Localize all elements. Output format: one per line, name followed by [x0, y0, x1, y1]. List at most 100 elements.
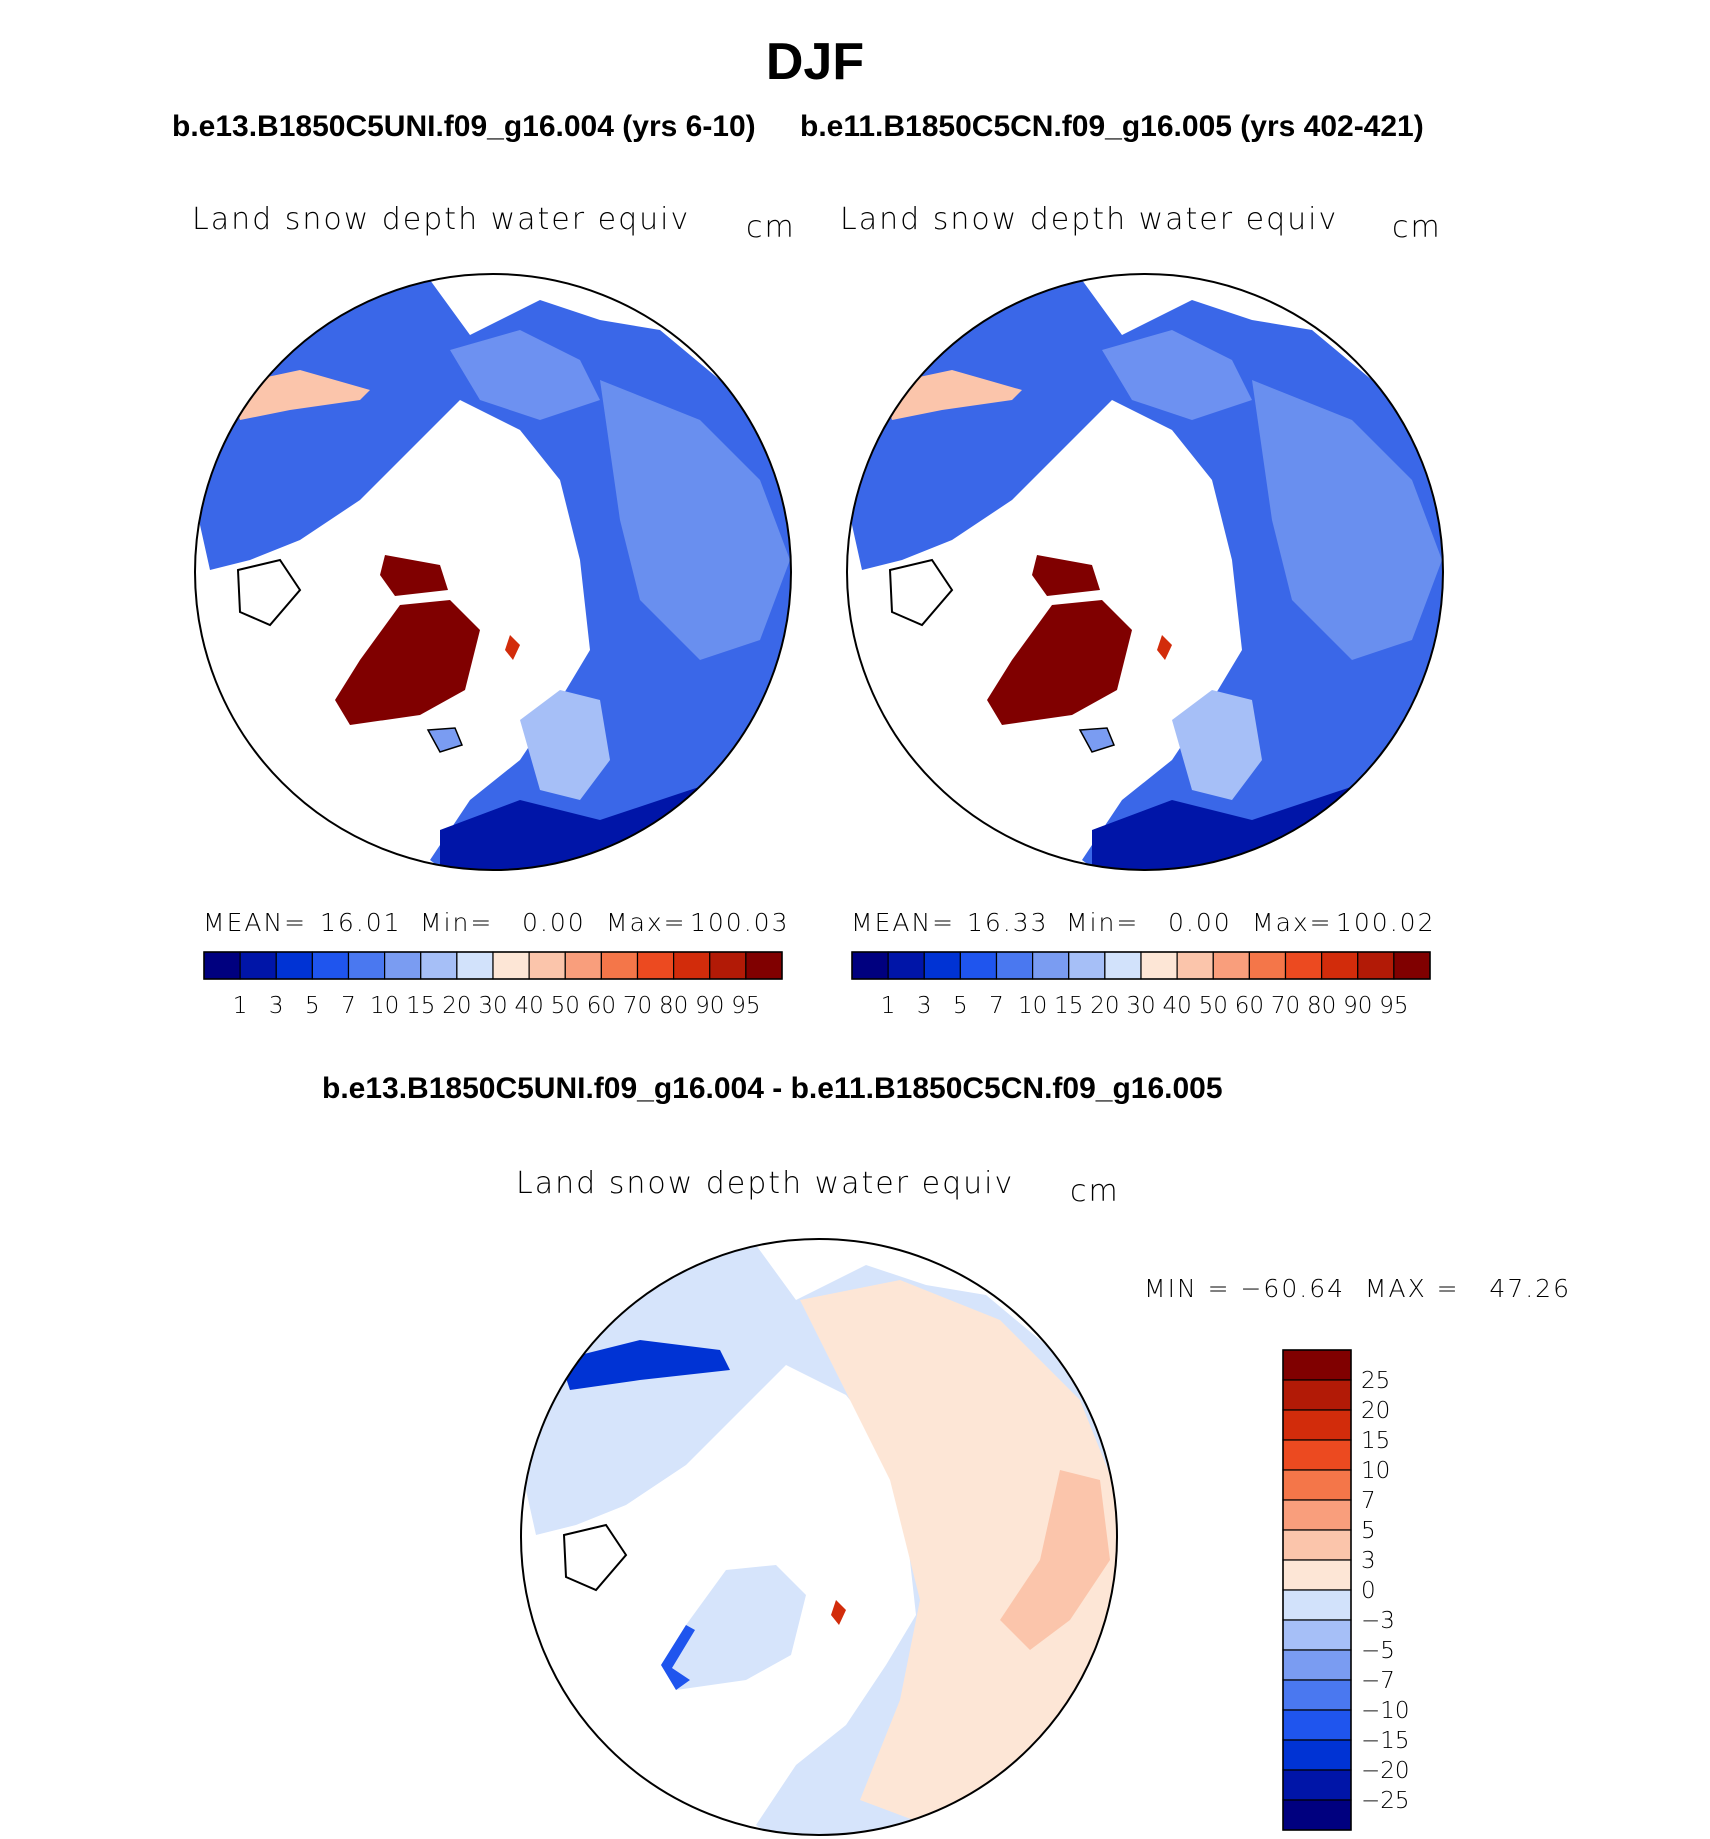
- panel1-colorbar-tick-label: 1: [233, 993, 248, 1019]
- difference-variable: Land snow depth water equiv: [516, 1166, 1015, 1201]
- panel2-colorbar-tick-label: 95: [1379, 993, 1408, 1019]
- panel2-max: 100.02: [1336, 908, 1436, 937]
- panel2-hudson-bay: [888, 558, 954, 627]
- panel1-colorbar-tick-label: 7: [341, 993, 356, 1019]
- difference-colorbar-swatch: [1282, 1469, 1352, 1501]
- difference-colorbar-swatch: [1282, 1769, 1352, 1801]
- difference-colorbar-swatch: [1282, 1709, 1352, 1741]
- panel2-europe-lighter: [1252, 380, 1442, 660]
- difference-colorbar-swatch: [1282, 1409, 1352, 1441]
- panel1-colorbar-swatch: [673, 951, 711, 980]
- panel1-colorbar-tick-label: 20: [442, 993, 471, 1019]
- panel1-europe-lighter: [600, 380, 790, 660]
- panel2-svalbard: [1157, 635, 1172, 660]
- difference-colorbar-tick-label: −25: [1361, 1788, 1410, 1814]
- difference-colorbar-swatch: [1282, 1349, 1352, 1381]
- panel1-colorbar-swatch: [275, 951, 313, 980]
- panel1-case-label: b.e13.B1850C5UNI.f09_g16.004 (yrs 6-10): [172, 110, 756, 143]
- panel1-colorbar-swatch: [347, 951, 386, 980]
- panel2-iceland: [1078, 727, 1116, 753]
- panel1-colorbar-swatch: [600, 951, 639, 980]
- difference-colorbar-swatch: [1282, 1649, 1352, 1681]
- panel2-alaska-coast: [882, 370, 1022, 420]
- difference-colorbar-swatch: [1282, 1559, 1352, 1591]
- difference-colorbar-swatch: [1282, 1589, 1352, 1621]
- panel2-colorbar-swatch: [1176, 951, 1214, 980]
- panel1-colorbar-swatch: [239, 951, 277, 980]
- panel2-colorbar-tick-label: 10: [1018, 993, 1047, 1019]
- difference-colorbar-tick-label: 0: [1361, 1578, 1376, 1604]
- panel2-colorbar-swatch: [1248, 951, 1287, 980]
- panel2-min: 0.00: [1168, 908, 1232, 937]
- panel1-colorbar-swatch: [745, 951, 783, 980]
- panel1-max: 100.03: [690, 908, 790, 937]
- difference-hudson-bay: [562, 1523, 628, 1592]
- panel1-greenland: [335, 600, 480, 725]
- panel2-colorbar-tick-label: 60: [1235, 993, 1264, 1019]
- panel2-colorbar-swatch: [1032, 951, 1070, 980]
- panel1-colorbar-tick-label: 80: [659, 993, 688, 1019]
- difference-colorbar-swatch: [1282, 1619, 1352, 1651]
- panel2-greenland: [987, 600, 1132, 725]
- difference-colorbar-tick-label: 10: [1361, 1458, 1390, 1484]
- panel2-min-label: Min=: [1066, 908, 1140, 937]
- panel2-mean: 16.33: [967, 908, 1049, 937]
- panel1-ellesmere: [380, 555, 448, 596]
- panel1-mean: 16.01: [320, 908, 402, 937]
- panel1-colorbar: 1 3 5 7 10 15 20 30 40 50 60 70 80 90 95: [203, 951, 783, 1019]
- panel2-case-label: b.e11.B1850C5CN.f09_g16.005 (yrs 402-421…: [800, 110, 1424, 143]
- panel1-colorbar-tick-label: 70: [623, 993, 652, 1019]
- panel1-colorbar-tick-label: 40: [514, 993, 543, 1019]
- panel2-colorbar-swatch: [1284, 951, 1323, 980]
- panel2-colorbar: 1 3 5 7 10 15 20 30 40 50 60 70 80 90 95: [851, 951, 1431, 1019]
- panel2-map: [847, 274, 1443, 870]
- panel2-colorbar-tick-label: 7: [989, 993, 1004, 1019]
- panel1-colorbar-tick-label: 15: [406, 993, 435, 1019]
- panel2-colorbar-tick-label: 70: [1271, 993, 1300, 1019]
- panel2-colorbar-swatch: [1393, 951, 1431, 980]
- panel1-colorbar-swatch: [311, 951, 350, 980]
- difference-colorbar-swatch: [1282, 1799, 1352, 1831]
- panel2-ellesmere: [1032, 555, 1100, 596]
- panel2-colorbar-swatch: [1212, 951, 1250, 980]
- difference-colorbar-tick-label: −7: [1361, 1668, 1395, 1694]
- difference-colorbar-tick-label: −5: [1361, 1638, 1395, 1664]
- panel2-colorbar-swatch: [1104, 951, 1142, 980]
- panel2-colorbar-tick-label: 40: [1162, 993, 1191, 1019]
- panel2-colorbar-tick-label: 90: [1343, 993, 1372, 1019]
- panel1-colorbar-tick-label: 95: [731, 993, 760, 1019]
- panel1-colorbar-swatch: [636, 951, 675, 980]
- panel1-map-border: [194, 273, 792, 871]
- difference-colorbar-tick-label: −3: [1361, 1608, 1395, 1634]
- panel1-variable: Land snow depth water equiv: [192, 202, 691, 237]
- panel1-colorbar-swatch: [420, 951, 458, 980]
- panel1-colorbar-tick-label: 3: [269, 993, 284, 1019]
- panel2-colorbar-swatch: [1140, 951, 1178, 980]
- difference-colorbar-swatch: [1282, 1439, 1352, 1471]
- panel1-max-label: Max=: [606, 908, 687, 937]
- difference-case-label: b.e13.B1850C5UNI.f09_g16.004 - b.e11.B18…: [322, 1072, 1223, 1105]
- difference-colorbar-swatch: [1282, 1379, 1352, 1411]
- difference-colorbar-tick-label: 25: [1361, 1368, 1390, 1394]
- panel1-colorbar-swatch: [456, 951, 494, 980]
- difference-units: cm: [1070, 1174, 1120, 1209]
- panel1-colorbar-swatch: [709, 951, 747, 980]
- panel1-colorbar-swatch: [528, 951, 566, 980]
- difference-colorbar-tick-label: −20: [1361, 1758, 1410, 1784]
- panel1-hudson-bay: [236, 558, 302, 627]
- panel2-scandinavia: [1172, 690, 1262, 800]
- difference-colorbar-tick-label: 15: [1361, 1428, 1390, 1454]
- panel1-colorbar-swatch: [564, 951, 602, 980]
- difference-colorbar-tick-label: 3: [1361, 1548, 1376, 1574]
- panel2-colorbar-tick-label: 30: [1126, 993, 1155, 1019]
- panel1-colorbar-tick-label: 30: [478, 993, 507, 1019]
- difference-alaska-negative: [560, 1340, 730, 1390]
- panel2-siberia-coast: [1102, 330, 1252, 420]
- panel2-colorbar-swatch: [995, 951, 1034, 980]
- difference-greenland: [661, 1565, 806, 1690]
- panel1-colorbar-tick-label: 5: [305, 993, 320, 1019]
- panel1-iceland: [426, 727, 464, 753]
- panel1-alaska-coast: [230, 370, 370, 420]
- difference-colorbar-tick-label: −15: [1361, 1728, 1410, 1754]
